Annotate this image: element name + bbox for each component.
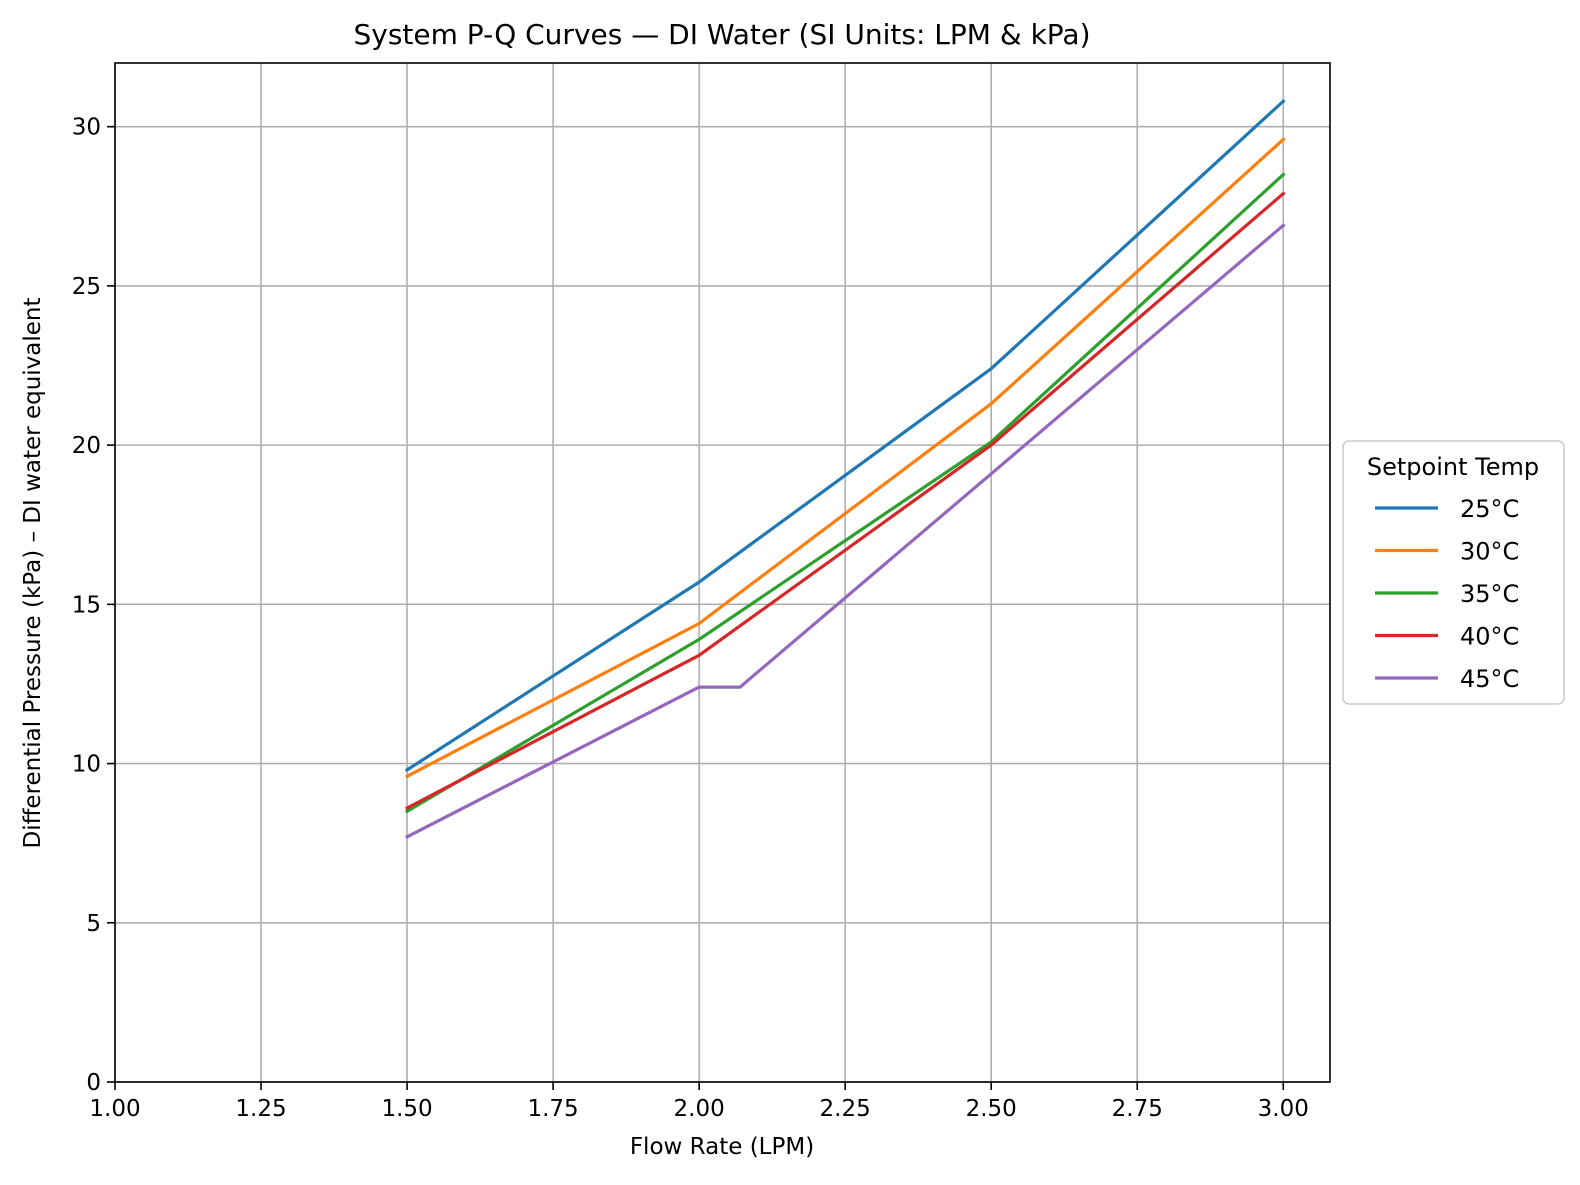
legend-label: 30°C xyxy=(1460,538,1519,566)
y-tick-label: 20 xyxy=(72,433,101,459)
x-tick-label: 1.25 xyxy=(235,1096,286,1122)
legend-label: 40°C xyxy=(1460,623,1519,651)
y-tick-label: 25 xyxy=(72,274,101,300)
y-axis-label: Differential Pressure (kPa) – DI water e… xyxy=(20,297,46,848)
y-tick-label: 10 xyxy=(72,752,101,778)
legend-label: 35°C xyxy=(1460,580,1519,608)
x-axis-label: Flow Rate (LPM) xyxy=(630,1134,814,1160)
y-tick-label: 30 xyxy=(72,115,101,141)
x-tick-label: 2.75 xyxy=(1112,1096,1163,1122)
x-tick-label: 1.50 xyxy=(381,1096,432,1122)
x-tick-label: 3.00 xyxy=(1258,1096,1309,1122)
legend-label: 25°C xyxy=(1460,495,1519,523)
y-tick-label: 5 xyxy=(86,911,101,937)
series-line xyxy=(404,223,1286,839)
series-line xyxy=(404,191,1286,811)
x-axis-ticks: 1.00 1.25 1.50 1.75 2.00 2.25 2.50 2.75 3.00 xyxy=(89,1082,1309,1122)
series-line xyxy=(404,137,1286,779)
y-axis-ticks: 0 5 10 15 20 25 30 xyxy=(72,115,115,1096)
series-lines xyxy=(404,98,1286,839)
legend-title: Setpoint Temp xyxy=(1367,453,1539,481)
legend-label: 45°C xyxy=(1460,665,1519,693)
series-line xyxy=(404,172,1286,814)
x-tick-label: 2.50 xyxy=(966,1096,1017,1122)
x-tick-label: 1.00 xyxy=(89,1096,140,1122)
x-tick-label: 2.00 xyxy=(674,1096,725,1122)
x-tick-label: 1.75 xyxy=(527,1096,578,1122)
y-tick-label: 15 xyxy=(72,592,101,618)
series-line xyxy=(404,98,1286,773)
chart-title: System P-Q Curves — DI Water (SI Units: … xyxy=(353,18,1090,51)
plot-frame xyxy=(114,62,1331,1083)
y-tick-label: 0 xyxy=(86,1070,101,1096)
x-tick-label: 2.25 xyxy=(820,1096,871,1122)
legend: Setpoint Temp 25°C 30°C 35°C 40°C 45°C xyxy=(1342,440,1565,705)
legend-items: 25°C 30°C 35°C 40°C 45°C xyxy=(1375,495,1519,693)
